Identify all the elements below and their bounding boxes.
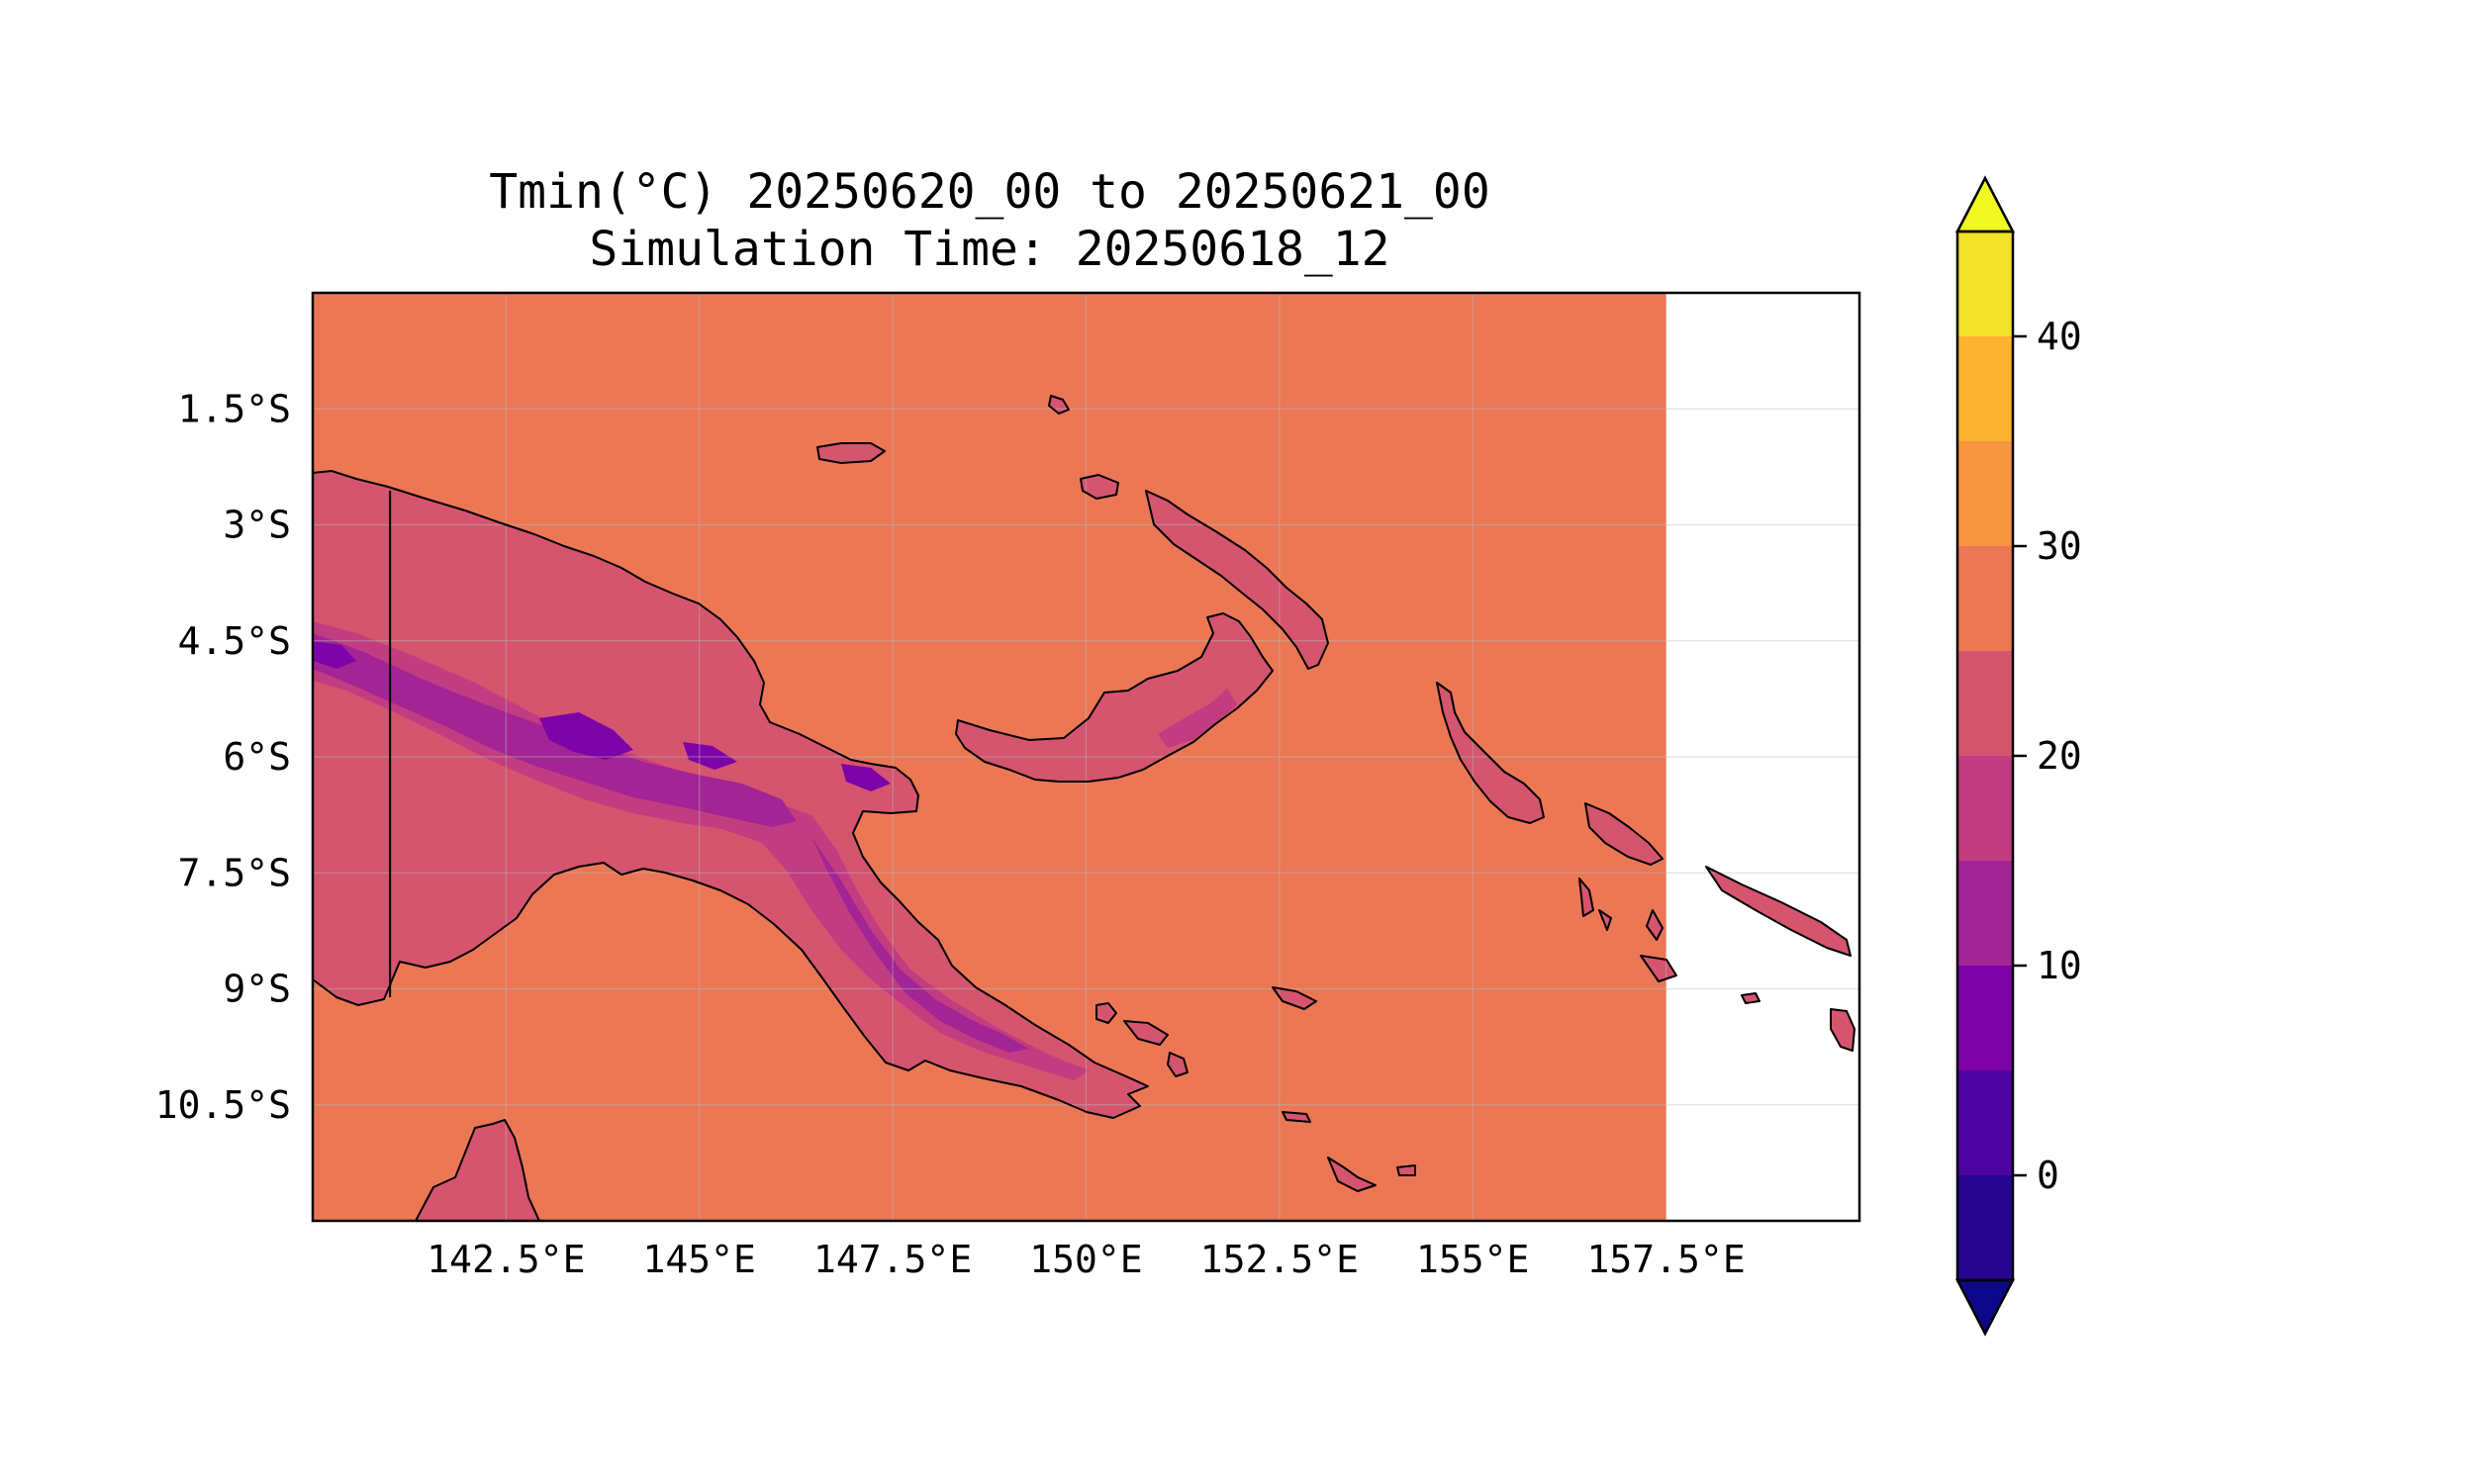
map-title-line-1: Tmin(°C) 20250620_00 to 20250621_00: [489, 164, 1489, 220]
colorbar-band: [1957, 966, 2013, 1070]
western-peak: [313, 641, 356, 669]
coastline: [313, 470, 1149, 1119]
lon-tick-label: 157.5°E: [1587, 1238, 1746, 1281]
coastline: [1145, 490, 1329, 670]
coastline: [1396, 1164, 1416, 1176]
lat-tick-label: 10.5°S: [155, 1083, 291, 1127]
colorbar-tick-label: 0: [2037, 1154, 2059, 1197]
lat-tick-label: 7.5°S: [178, 851, 291, 894]
coastline: [1598, 909, 1612, 931]
map-axes: 1.5°S3°S4.5°S6°S7.5°S9°S10.5°S 142.5°E 14…: [155, 291, 1861, 1281]
coastline: [1272, 986, 1317, 1010]
central-peak-2: [683, 742, 737, 770]
coastlines: [313, 395, 1856, 1221]
gridlines: [313, 293, 1859, 1221]
colorbar-band: [1957, 441, 2013, 546]
lat-tick-label: 6°S: [223, 735, 291, 779]
colorbar-band: [1957, 232, 2013, 336]
coastline: [1282, 1111, 1311, 1123]
new-britain-highland: [1158, 689, 1237, 748]
colorbar-under-extension: [1954, 1278, 2016, 1337]
lon-tick-label: 150°E: [1029, 1238, 1142, 1281]
coastline: [1123, 1020, 1169, 1046]
longitude-tick-labels: 142.5°E 145°E 147.5°E 150°E 152.5°E 155°E 157.…: [427, 1238, 1745, 1281]
small-island-land: [1273, 987, 1316, 1009]
solomon-islands-land: [1585, 803, 1663, 865]
new-ireland-land: [1146, 491, 1328, 669]
lon-tick-label: 152.5°E: [1200, 1238, 1359, 1281]
lat-tick-label: 9°S: [223, 968, 291, 1011]
coastline: [1327, 1157, 1377, 1192]
coastline: [1167, 1052, 1189, 1077]
coastline: [1578, 878, 1594, 917]
colorbar-band: [1957, 651, 2013, 756]
lat-tick-label: 3°S: [223, 504, 291, 547]
map-frame: [311, 291, 1861, 1223]
colorbar-tick-label: 30: [2037, 524, 2082, 568]
colorbar: 0 10 20 30 40: [1954, 175, 2082, 1337]
colorbar-band: [1957, 336, 2013, 441]
colorbar-over-extension: [1954, 175, 2016, 233]
lon-tick-label: 142.5°E: [427, 1238, 585, 1281]
colorbar-band: [1957, 1175, 2013, 1280]
small-island-land: [1124, 1021, 1168, 1045]
coastline: [415, 1119, 540, 1221]
coastline: [1705, 866, 1852, 957]
lat-tick-label: 4.5°S: [178, 619, 291, 663]
small-island-land: [1831, 1009, 1855, 1051]
colorbar-band: [1957, 756, 2013, 861]
small-island-land: [1706, 867, 1851, 956]
coastline: [1080, 474, 1119, 500]
central-peak: [539, 712, 633, 760]
coastline: [1584, 802, 1664, 866]
map-title-line-2: Simulation Time: 20250618_12: [589, 222, 1389, 277]
manus-island-land: [817, 443, 885, 463]
colorbar-band: [1957, 861, 2013, 966]
eastern-peak: [841, 764, 891, 791]
coastline: [816, 442, 886, 464]
land-temperature-layer: [313, 396, 1855, 1221]
latitude-tick-labels: 1.5°S 3°S 4.5°S 6°S 7.5°S 9°S 10.5°S: [155, 387, 291, 1127]
lon-tick-label: 145°E: [643, 1238, 756, 1281]
colorbar-tick-label: 20: [2037, 734, 2082, 778]
lon-tick-label: 155°E: [1416, 1238, 1529, 1281]
new-britain-land: [956, 613, 1273, 782]
colorbar-band: [1957, 1070, 2013, 1175]
coastline: [1436, 682, 1545, 824]
bougainville-land: [1437, 683, 1544, 823]
small-island-land: [1081, 475, 1118, 499]
coastline: [1048, 395, 1070, 415]
lon-tick-label: 147.5°E: [813, 1238, 972, 1281]
colorbar-tick-label: 10: [2037, 944, 2082, 987]
colorbar-tick-label: 40: [2037, 315, 2082, 358]
coastline: [1741, 992, 1760, 1004]
coastline: [1640, 955, 1677, 982]
coastline: [955, 612, 1274, 783]
colorbar-band: [1957, 546, 2013, 651]
cape-york-land: [416, 1120, 539, 1221]
coastline: [1646, 909, 1664, 941]
small-island-land: [1742, 993, 1760, 1003]
lat-tick-label: 1.5°S: [178, 387, 291, 430]
coastline: [1095, 1002, 1117, 1024]
coastline: [1830, 1008, 1856, 1052]
